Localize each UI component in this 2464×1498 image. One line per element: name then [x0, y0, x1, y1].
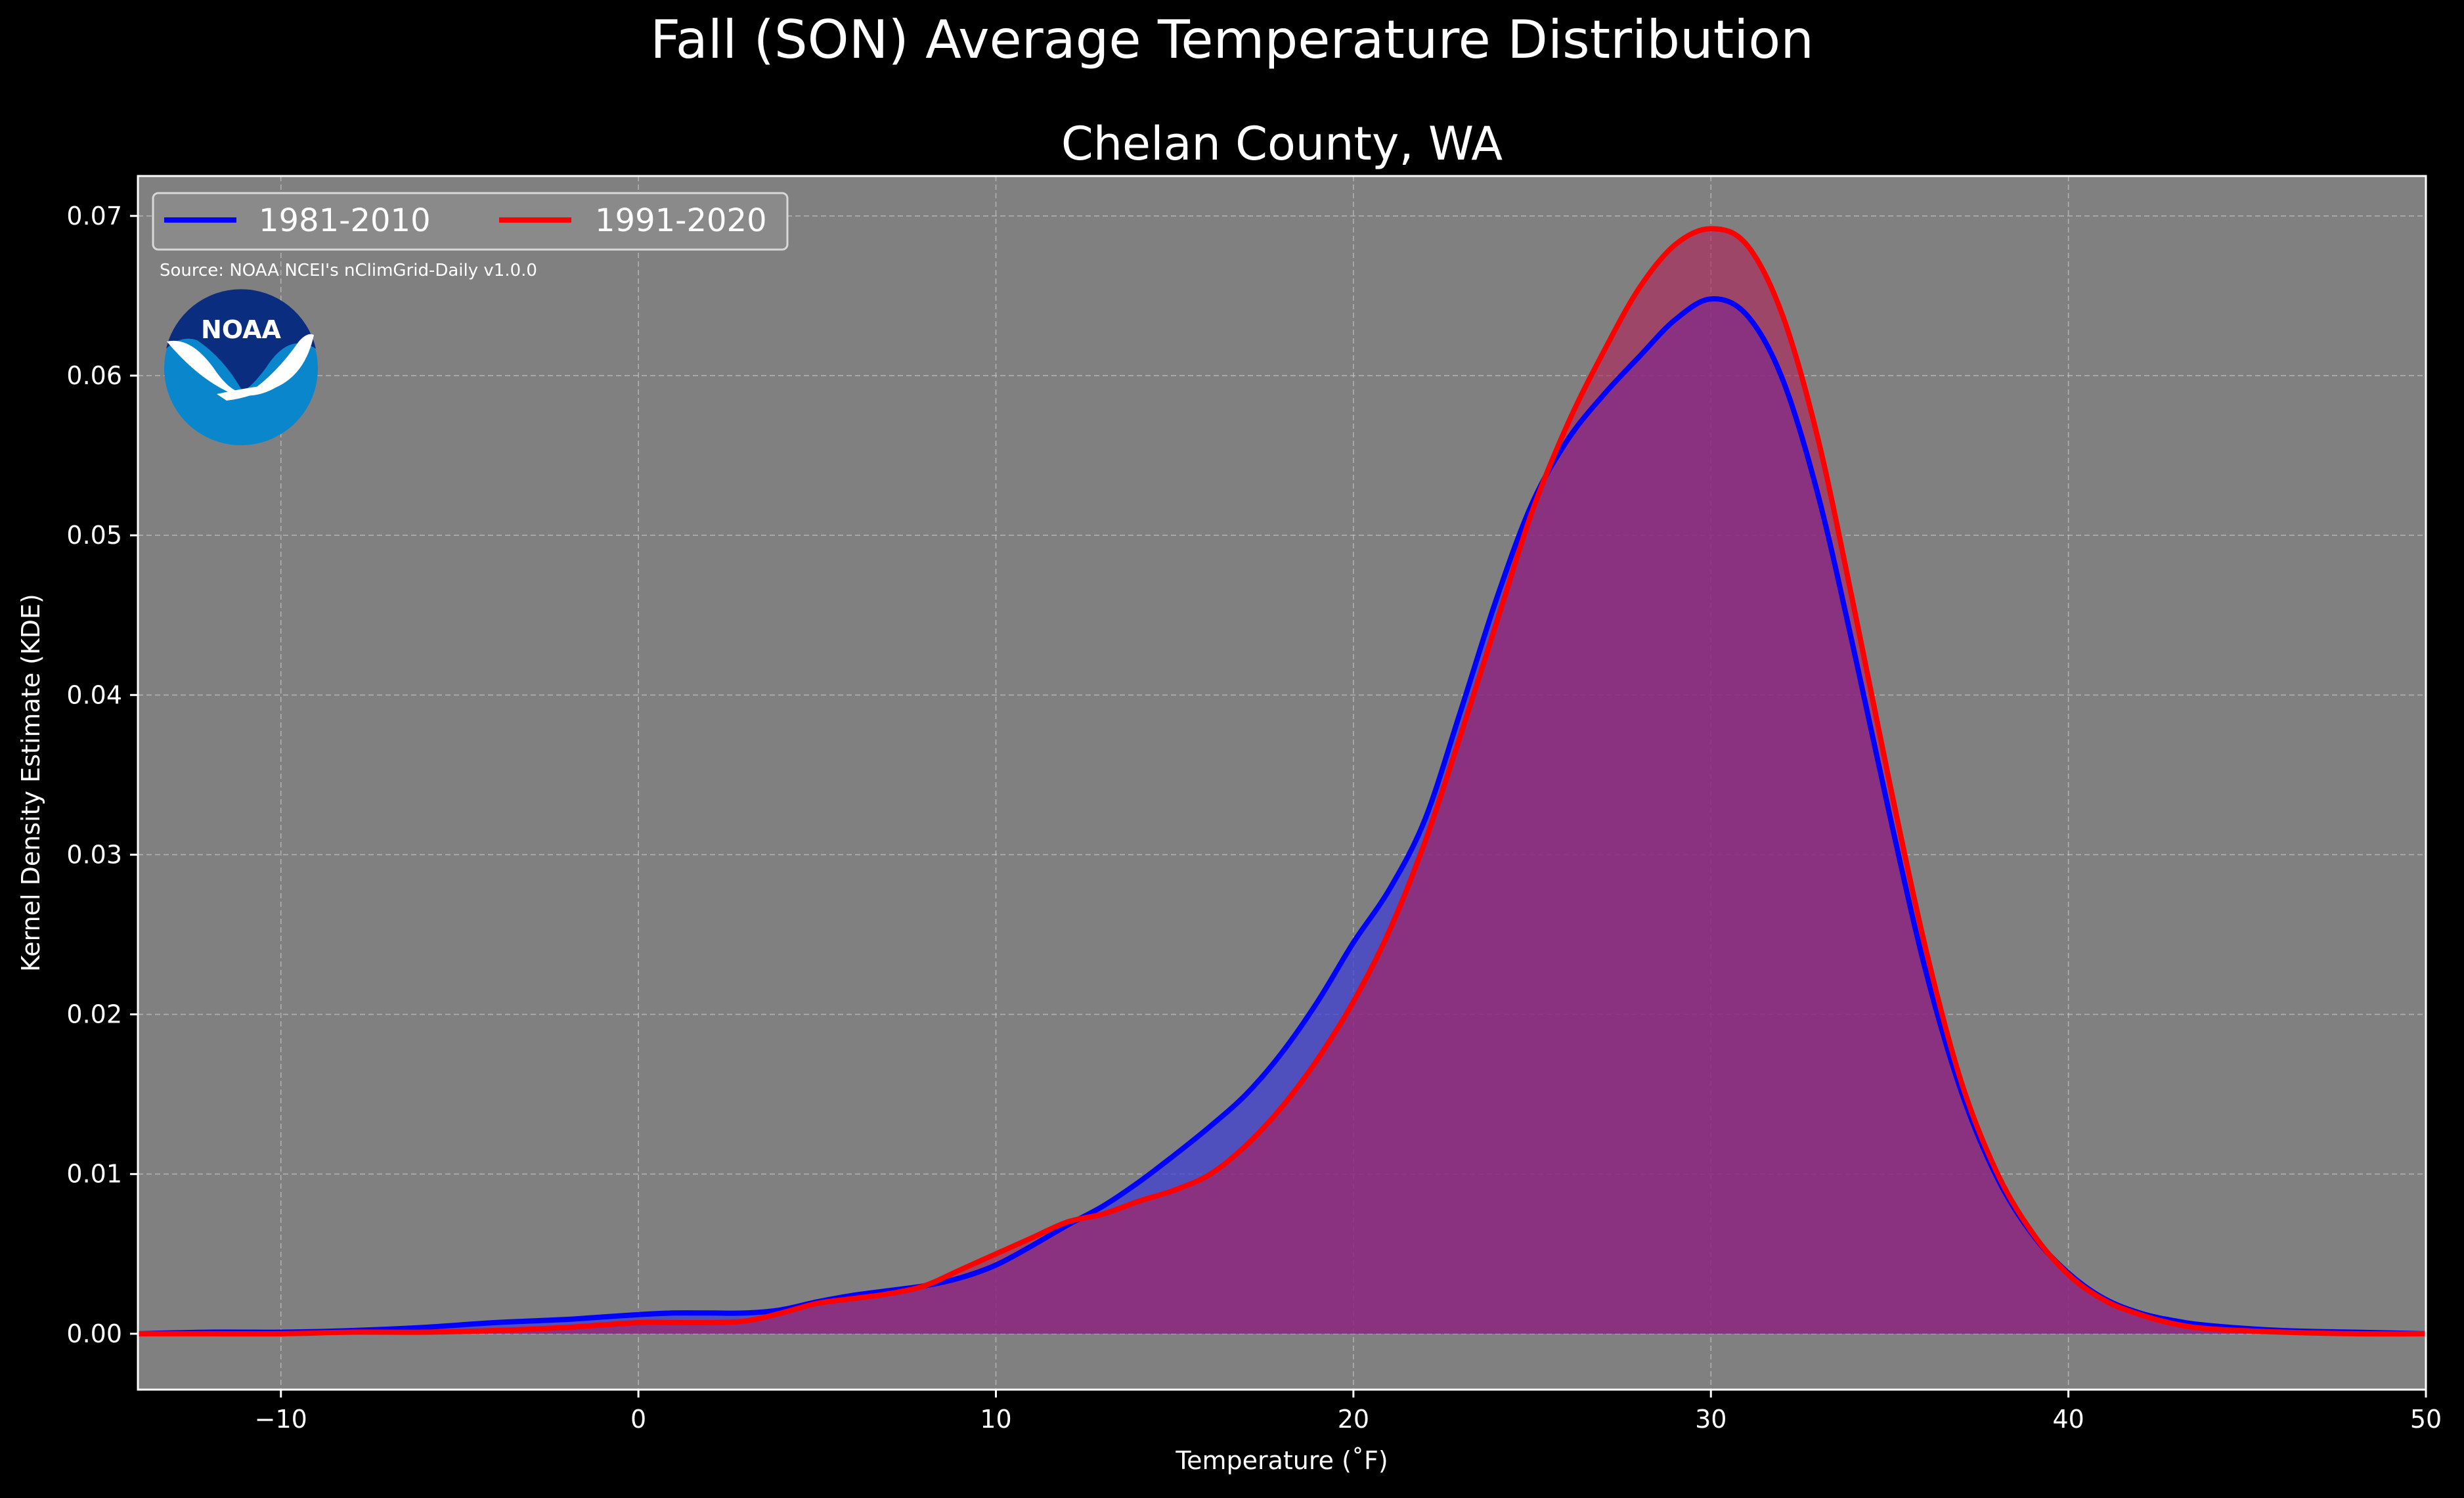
- y-tick-label: 0.02: [66, 1000, 122, 1029]
- legend: 1981-2010 1991-2020: [152, 192, 789, 251]
- x-tick-label: 50: [2410, 1405, 2442, 1434]
- y-axis-ticks: 0.00 0.01 0.02 0.03 0.04 0.05 0.06 0.07: [66, 202, 138, 1348]
- noaa-logo: NOAA: [164, 289, 318, 445]
- y-tick-label: 0.06: [66, 361, 122, 390]
- series-lines: [137, 226, 2427, 1337]
- y-tick-label: 0.00: [66, 1319, 122, 1348]
- chart-title: Chelan County, WA: [1061, 117, 1503, 171]
- x-axis-label: Temperature (˚F): [1175, 1446, 1388, 1475]
- series-fills: [138, 229, 2426, 1334]
- y-tick-label: 0.05: [66, 521, 122, 550]
- noaa-logo-text: NOAA: [201, 315, 281, 344]
- y-axis-label: Kernel Density Estimate (KDE): [16, 594, 45, 972]
- legend-label-1991-2020: 1991-2020: [595, 202, 767, 239]
- series-line-1991-2020: [138, 226, 2427, 1337]
- legend-box: [152, 192, 789, 251]
- x-tick-label: −10: [255, 1405, 307, 1434]
- figure-suptitle: Fall (SON) Average Temperature Distribut…: [650, 9, 1814, 70]
- x-axis-ticks: −10 0 10 20 30 40 50: [255, 1390, 2442, 1434]
- y-tick-label: 0.04: [66, 680, 122, 709]
- x-tick-label: 40: [2052, 1405, 2084, 1434]
- series-fill-1991-2020: [138, 229, 2426, 1334]
- y-tick-label: 0.07: [66, 202, 122, 231]
- y-tick-label: 0.03: [66, 840, 122, 869]
- x-tick-label: 30: [1695, 1405, 1727, 1434]
- plot-frame: [137, 175, 2427, 1391]
- source-annotation: Source: NOAA NCEI's nClimGrid-Daily v1.0…: [160, 261, 537, 280]
- x-tick-label: 20: [1338, 1405, 1369, 1434]
- legend-label-1981-2010: 1981-2010: [259, 202, 431, 239]
- x-tick-label: 0: [630, 1405, 646, 1434]
- y-tick-label: 0.01: [66, 1160, 122, 1189]
- x-tick-label: 10: [980, 1405, 1011, 1434]
